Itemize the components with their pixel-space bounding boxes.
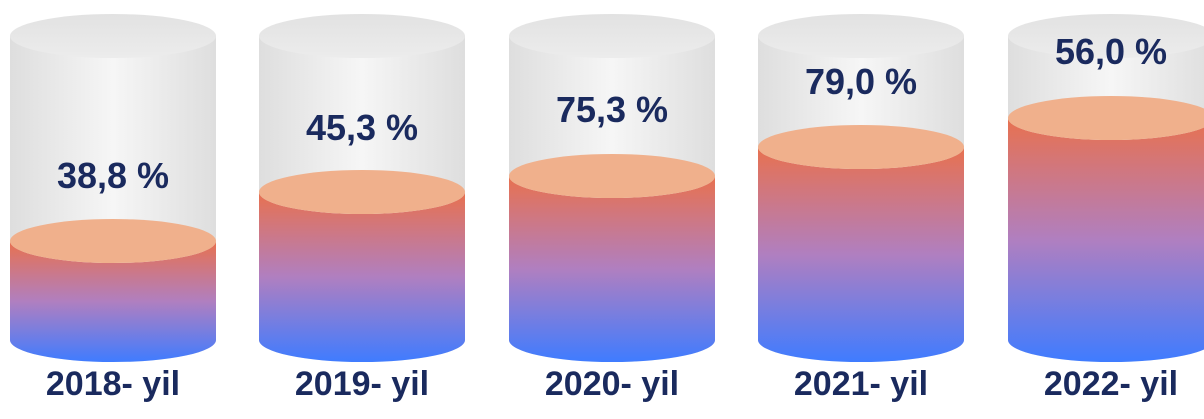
value-label-5: 56,0 %	[1055, 31, 1167, 72]
bar-fill-4	[758, 147, 964, 362]
bar-fill-5	[1008, 118, 1204, 362]
bar-fill-3	[509, 176, 715, 362]
cylinder-4	[758, 14, 964, 362]
value-label-3: 75,3 %	[556, 89, 668, 130]
bar-fill-cap	[259, 170, 465, 214]
cylinder-glass-top	[758, 14, 964, 58]
cylinder-glass-top	[509, 14, 715, 58]
category-label-4: 2021- yil	[794, 365, 928, 403]
bar-fill-cap	[10, 219, 216, 263]
cylinder-2	[259, 14, 465, 362]
value-label-4: 79,0 %	[805, 61, 917, 102]
bar-fill-cap	[509, 154, 715, 198]
category-label-2: 2019- yil	[295, 365, 429, 403]
category-label-3: 2020- yil	[545, 365, 679, 403]
bar-fill-1	[10, 241, 216, 362]
cylinder-glass-top	[1008, 14, 1204, 58]
value-label-1: 38,8 %	[57, 155, 169, 196]
category-label-5: 2022- yil	[1044, 365, 1178, 403]
cylinder-5	[1008, 14, 1204, 362]
cylinder-3	[509, 14, 715, 362]
cylinder-glass-top	[259, 14, 465, 58]
value-label-2: 45,3 %	[306, 107, 418, 148]
bar-fill-cap	[758, 125, 964, 169]
cylinder-1	[10, 14, 216, 362]
bar-fill-cap	[1008, 96, 1204, 140]
cylinder-glass-top	[10, 14, 216, 58]
bar-fill-2	[259, 192, 465, 362]
category-label-1: 2018- yil	[46, 365, 180, 403]
